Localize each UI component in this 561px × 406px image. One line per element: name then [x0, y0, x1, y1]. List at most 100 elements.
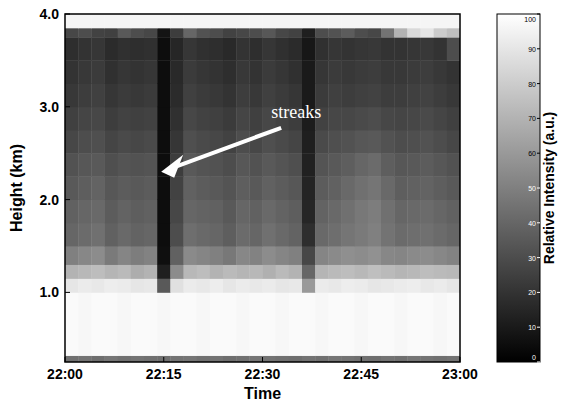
cell	[78, 153, 92, 177]
cell	[91, 200, 105, 224]
cell	[368, 153, 382, 177]
cell	[315, 153, 329, 177]
chart: 22:0022:1522:3022:4523:00Time1.02.03.04.…	[0, 0, 561, 406]
cell	[131, 265, 145, 279]
cell	[170, 246, 184, 265]
cell	[263, 60, 277, 84]
cell	[447, 278, 460, 292]
cell	[434, 28, 448, 38]
cell	[91, 223, 105, 247]
cell	[328, 356, 342, 362]
cell	[421, 200, 435, 224]
cell	[249, 246, 263, 265]
cell	[131, 28, 145, 38]
cell	[421, 107, 435, 131]
cell	[210, 223, 224, 247]
cell	[65, 223, 79, 247]
cell	[105, 130, 119, 154]
cell	[342, 278, 356, 292]
cell	[118, 37, 132, 61]
cell	[302, 60, 316, 84]
cell	[434, 246, 448, 265]
cell	[184, 356, 198, 362]
cell	[131, 130, 145, 154]
cell	[276, 223, 290, 247]
cell	[394, 176, 408, 200]
cell	[394, 107, 408, 131]
cell	[381, 153, 395, 177]
y-tick-label: 2.0	[40, 192, 60, 208]
cell	[434, 153, 448, 177]
cell	[368, 130, 382, 154]
cell	[184, 265, 198, 279]
cell	[302, 223, 316, 247]
cell	[236, 278, 250, 292]
cell	[381, 265, 395, 279]
cell	[210, 278, 224, 292]
cell	[355, 278, 369, 292]
cell	[355, 153, 369, 177]
cell	[170, 14, 184, 28]
cell	[421, 84, 435, 108]
cell	[105, 176, 119, 200]
cell	[197, 292, 211, 356]
cell	[263, 28, 277, 38]
cell	[315, 246, 329, 265]
cell	[249, 176, 263, 200]
cell	[368, 292, 382, 356]
cell	[342, 28, 356, 38]
cell	[342, 60, 356, 84]
cell	[434, 223, 448, 247]
cell	[223, 14, 237, 28]
cell	[78, 292, 92, 356]
cell	[407, 292, 421, 356]
cell	[328, 84, 342, 108]
cell	[342, 292, 356, 356]
cell	[144, 246, 158, 265]
cell	[276, 278, 290, 292]
cell	[328, 28, 342, 38]
cell	[78, 37, 92, 61]
cell	[328, 246, 342, 265]
cell	[184, 176, 198, 200]
cell	[105, 107, 119, 131]
cell	[302, 246, 316, 265]
cell	[434, 84, 448, 108]
cell	[407, 278, 421, 292]
cell	[381, 356, 395, 362]
colorbar-tick	[537, 222, 540, 223]
cell	[421, 356, 435, 362]
cell	[197, 176, 211, 200]
cell	[315, 60, 329, 84]
cell	[447, 292, 460, 356]
colorbar-tick-label: 30	[528, 255, 536, 262]
cell	[394, 14, 408, 28]
cell	[342, 176, 356, 200]
x-tick-label: 22:00	[47, 366, 83, 382]
cell	[118, 292, 132, 356]
cell	[315, 37, 329, 61]
cell	[276, 37, 290, 61]
cell	[78, 223, 92, 247]
cell	[381, 28, 395, 38]
cell	[118, 130, 132, 154]
cell	[170, 28, 184, 38]
cell	[197, 84, 211, 108]
y-tick-label: 1.0	[40, 284, 60, 300]
cell	[210, 265, 224, 279]
cell	[355, 28, 369, 38]
cell	[447, 246, 460, 265]
cell	[170, 278, 184, 292]
cell	[447, 107, 460, 131]
cell	[355, 200, 369, 224]
cell	[434, 278, 448, 292]
cell	[407, 223, 421, 247]
cell	[368, 265, 382, 279]
cell	[355, 107, 369, 131]
cell	[91, 292, 105, 356]
cell	[289, 265, 303, 279]
cell	[407, 14, 421, 28]
cell	[434, 176, 448, 200]
cell	[170, 292, 184, 356]
cell	[434, 265, 448, 279]
